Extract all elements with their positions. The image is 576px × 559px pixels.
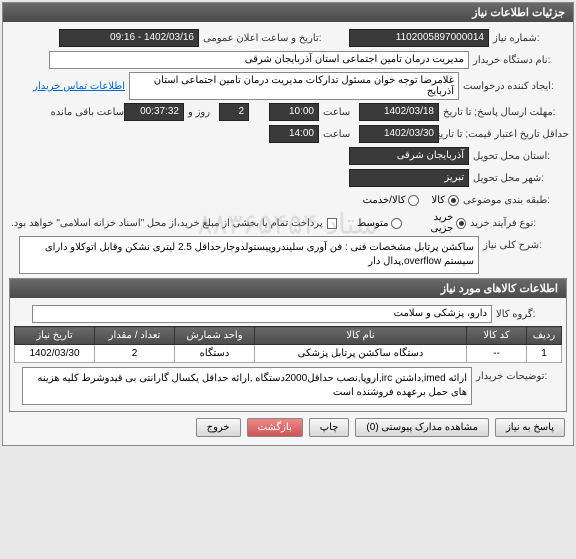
deadline-label: :مهلت ارسال پاسخ; تا تاریخ: [439, 107, 569, 118]
goods-panel: اطلاعات کالاهای مورد نیاز :گروه کالا دار…: [9, 278, 567, 412]
td-date: 1402/03/30: [15, 345, 95, 363]
table-row[interactable]: 1 -- دستگاه ساکشن پرتابل پزشکی دستگاه 2 …: [15, 345, 562, 363]
radio-icon: [408, 195, 419, 206]
goods-group-label: :گروه کالا: [492, 309, 562, 320]
validity-date-field: 1402/03/30: [359, 125, 439, 143]
remaining-label: ساعت باقی مانده: [47, 107, 124, 118]
announce-field: 1402/03/16 - 09:16: [59, 29, 199, 47]
validity-time-label: ساعت: [319, 129, 359, 140]
back-button[interactable]: بازگشت: [247, 418, 303, 437]
radio-label: متوسط: [357, 218, 388, 229]
buyer-notes-label: :توضیحات خریدار: [472, 367, 562, 382]
deadline-time-field: 10:00: [269, 103, 319, 121]
creator-label: :ایجاد کننده درخواست: [459, 81, 569, 92]
announce-label: :تاریخ و ساعت اعلان عمومی: [199, 33, 349, 44]
radio-icon: [391, 218, 402, 229]
process-radio-group: خرید جزیی متوسط: [357, 212, 466, 234]
th-code: کد کالا: [467, 327, 527, 345]
days-field: 2: [219, 103, 249, 121]
respond-button[interactable]: پاسخ به نیاز: [495, 418, 565, 437]
goods-group-field: دارو، پزشکی و سلامت: [32, 305, 492, 323]
table-header-row: ردیف کد کالا نام کالا واحد شمارش تعداد /…: [15, 327, 562, 345]
td-index: 1: [527, 345, 562, 363]
main-panel: جزئیات اطلاعات نیاز :شماره نیاز 11020058…: [2, 2, 574, 446]
payment-note: پرداخت تمام یا بخشی از مبلغ خرید،از محل …: [7, 218, 323, 229]
province-field: آذربایجان شرقی: [349, 147, 469, 165]
buyer-label: :نام دستگاه خریدار: [469, 55, 569, 66]
city-label: :شهر محل تحویل: [469, 173, 569, 184]
process-radio-medium[interactable]: متوسط: [357, 218, 402, 229]
attachments-button[interactable]: مشاهده مدارک پیوستی (0): [355, 418, 489, 437]
th-date: تاریخ نیاز: [15, 327, 95, 345]
buttons-row: پاسخ به نیاز مشاهده مدارک پیوستی (0) چاپ…: [7, 414, 569, 441]
radio-label: کالا/خدمت: [363, 195, 406, 206]
buyer-field: مدیریت درمان تامین اجتماعی استان آذربایج…: [49, 51, 469, 69]
category-radio-goods-service[interactable]: کالا/خدمت: [363, 195, 420, 206]
main-panel-header: جزئیات اطلاعات نیاز: [3, 3, 573, 22]
deadline-date-field: 1402/03/18: [359, 103, 439, 121]
td-qty: 2: [95, 345, 175, 363]
city-field: تبریز: [349, 169, 469, 187]
print-button[interactable]: چاپ: [309, 418, 350, 437]
th-index: ردیف: [527, 327, 562, 345]
td-code: --: [467, 345, 527, 363]
province-label: :استان محل تحویل: [469, 151, 569, 162]
remaining-field: 00:37:32: [124, 103, 184, 121]
exit-button[interactable]: خروج: [196, 418, 241, 437]
th-unit: واحد شمارش: [175, 327, 255, 345]
process-label: :نوع فرآیند خرید: [466, 218, 569, 229]
validity-label: حداقل تاریخ اعتبار قیمت; تا تاریخ: [439, 129, 569, 140]
category-radio-goods[interactable]: کالا: [431, 195, 459, 206]
validity-time-field: 14:00: [269, 125, 319, 143]
payment-checkbox[interactable]: [327, 218, 337, 229]
contact-link[interactable]: اطلاعات تماس خریدار: [33, 81, 125, 92]
radio-icon: [456, 218, 466, 229]
radio-icon: [448, 195, 459, 206]
th-name: نام کالا: [255, 327, 467, 345]
category-radio-group: کالا کالا/خدمت: [363, 195, 459, 206]
process-radio-minor[interactable]: خرید جزیی: [414, 212, 466, 234]
desc-label: :شرح کلی نیاز: [479, 236, 569, 251]
creator-field: غلامرضا توجه خوان مسئول تدارکات مدیریت د…: [129, 72, 459, 100]
radio-label: کالا: [431, 195, 445, 206]
buyer-notes-box: ارائه imed,داشتن irc,اروپا,نصب حداقل2000…: [22, 367, 472, 405]
goods-table: ردیف کد کالا نام کالا واحد شمارش تعداد /…: [14, 326, 562, 363]
desc-box: ساکشن پرتابل مشخصات فنی : فن آوری سلیندر…: [19, 236, 479, 274]
need-number-label: :شماره نیاز: [489, 33, 569, 44]
need-number-field: 1102005897000014: [349, 29, 489, 47]
td-unit: دستگاه: [175, 345, 255, 363]
days-label: روز و: [184, 107, 219, 118]
goods-panel-header: اطلاعات کالاهای مورد نیاز: [10, 279, 566, 298]
deadline-time-label: ساعت: [319, 107, 359, 118]
th-qty: تعداد / مقدار: [95, 327, 175, 345]
td-name: دستگاه ساکشن پرتابل پزشکی: [255, 345, 467, 363]
radio-label: خرید جزیی: [414, 212, 453, 234]
category-label: :طبقه بندی موضوعی: [459, 195, 569, 206]
